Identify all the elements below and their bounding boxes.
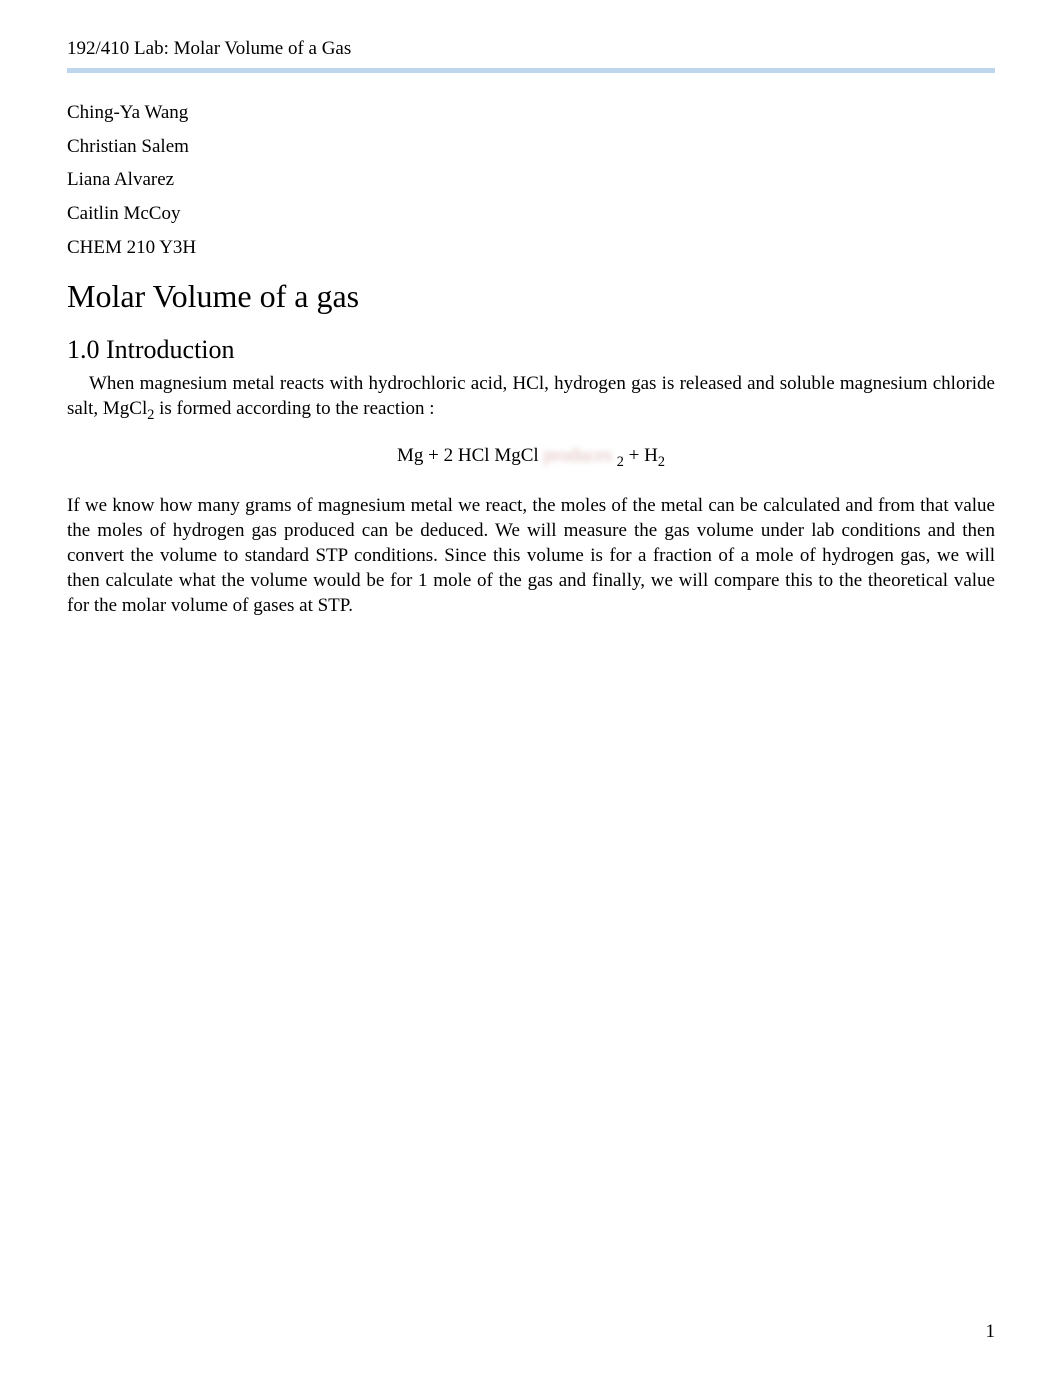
author-line: CHEM 210 Y3H: [67, 232, 995, 265]
body-paragraph: If we know how many grams of magnesium m…: [67, 493, 995, 618]
author-line: Caitlin McCoy: [67, 198, 995, 231]
reaction-equation: Mg + 2 HCl MgCl produces 2 + H2: [67, 445, 995, 471]
reaction-left: Mg + 2 HCl MgCl: [397, 445, 539, 466]
header-divider: [67, 68, 995, 73]
reaction-plus: + H: [629, 445, 658, 466]
section-heading: 1.0 Introduction: [67, 335, 995, 365]
author-line: Liana Alvarez: [67, 164, 995, 197]
author-line: Christian Salem: [67, 131, 995, 164]
page-title: Molar Volume of a gas: [67, 278, 995, 315]
reaction-blurred: produces: [543, 445, 612, 466]
intro-text-part2: is formed according to the reaction :: [154, 398, 434, 419]
lab-header: 192/410 Lab: Molar Volume of a Gas: [67, 38, 995, 60]
subscript-h2: 2: [658, 454, 665, 470]
author-list: Ching-Ya Wang Christian Salem Liana Alva…: [67, 97, 995, 264]
page-number: 1: [986, 1321, 996, 1343]
subscript-2: 2: [617, 454, 624, 470]
intro-paragraph: When magnesium metal reacts with hydroch…: [67, 371, 995, 425]
author-line: Ching-Ya Wang: [67, 97, 995, 130]
